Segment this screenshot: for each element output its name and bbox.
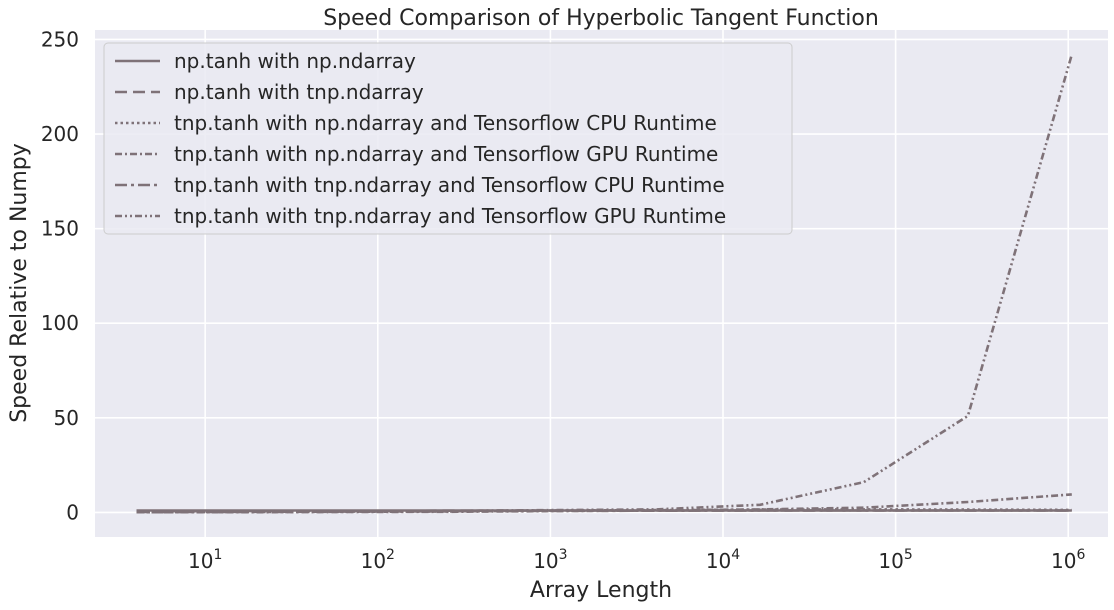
x-tick-base: 10 [188,549,213,573]
x-axis-label: Array Length [530,578,672,603]
x-tick-label: 102 [361,547,395,573]
legend-label: tnp.tanh with np.ndarray and Tensorflow … [174,142,718,166]
x-tick-base: 10 [706,549,731,573]
y-ticks: 0 50 100 150 200 250 [41,27,79,524]
x-tick-label: 105 [878,547,912,573]
y-tick-label: 50 [54,406,79,430]
x-tick-base: 10 [878,549,903,573]
legend-label: tnp.tanh with tnp.ndarray and Tensorflow… [174,204,726,228]
x-tick-label: 101 [188,547,222,573]
chart-title: Speed Comparison of Hyperbolic Tangent F… [323,6,879,31]
x-tick-label: 103 [533,547,567,573]
x-tick-base: 10 [1051,549,1076,573]
x-tick-exponent: 2 [386,547,395,563]
x-ticks: 101 102 103 104 105 106 [188,547,1086,573]
legend-label: tnp.tanh with tnp.ndarray and Tensorflow… [174,173,725,197]
x-tick-label: 106 [1051,547,1085,573]
x-tick-exponent: 4 [731,547,740,563]
y-tick-label: 250 [41,27,79,51]
y-tick-label: 0 [66,500,79,524]
x-tick-exponent: 5 [904,547,913,563]
x-tick-base: 10 [533,549,558,573]
legend-label: tnp.tanh with np.ndarray and Tensorflow … [174,111,717,135]
legend: np.tanh with np.ndarray np.tanh with tnp.… [103,42,793,235]
x-tick-exponent: 6 [1076,547,1085,563]
x-tick-base: 10 [361,549,386,573]
legend-label: np.tanh with np.ndarray [174,49,416,73]
legend-box [103,42,793,235]
y-axis-label: Speed Relative to Numpy [7,143,32,423]
series-line-6 [136,54,1074,514]
legend-label: np.tanh with tnp.ndarray [174,80,424,104]
x-tick-label: 104 [706,547,740,573]
y-tick-label: 100 [41,311,79,335]
series-layer [136,54,1074,514]
x-tick-exponent: 3 [559,547,568,563]
x-tick-exponent: 1 [213,547,222,563]
y-tick-label: 200 [41,122,79,146]
y-tick-label: 150 [41,217,79,241]
